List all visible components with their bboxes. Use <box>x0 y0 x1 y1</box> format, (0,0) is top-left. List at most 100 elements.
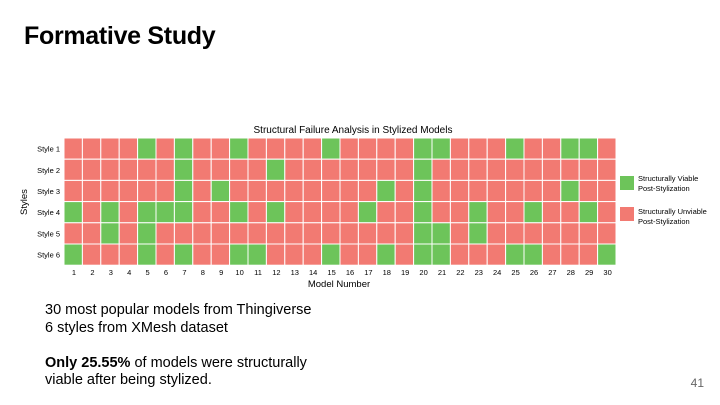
x-tick-14: 14 <box>309 268 317 277</box>
heatmap-cell-style-6-model-9 <box>210 243 231 266</box>
heatmap-cell-style-3-model-8 <box>192 179 212 203</box>
heatmap-cell-style-2-model-17 <box>357 158 378 181</box>
heatmap-cell-style-1-model-4 <box>118 137 139 160</box>
legend-label-unviable-2: Post-Stylization <box>638 217 690 226</box>
heatmap-cell-style-2-model-6 <box>155 158 175 181</box>
heatmap-cell-style-6-model-23 <box>468 243 488 266</box>
heatmap-cell-style-1-model-1 <box>63 137 83 160</box>
heatmap-cell-style-4-model-22 <box>449 201 470 224</box>
slide-body: 30 most popular models from Thingiverse … <box>45 302 312 390</box>
heatmap-cell-style-5-model-30 <box>597 222 617 245</box>
x-tick-21: 21 <box>438 268 446 277</box>
x-tick-4: 4 <box>127 268 131 277</box>
heatmap-cell-style-5-model-7 <box>173 222 194 245</box>
heatmap-cell-style-3-model-6 <box>155 179 175 203</box>
heatmap-cell-style-6-model-5 <box>137 243 157 266</box>
heatmap-cell-style-1-model-16 <box>339 137 359 160</box>
heatmap-cell-style-6-model-13 <box>284 243 304 266</box>
x-tick-5: 5 <box>146 268 150 277</box>
heatmap-cell-style-2-model-26 <box>523 158 543 181</box>
heatmap-cell-style-6-model-2 <box>81 243 102 266</box>
heatmap-cell-style-6-model-30 <box>597 243 617 266</box>
x-tick-8: 8 <box>201 268 205 277</box>
heatmap-chart: Structural Failure Analysis in Stylized … <box>19 125 707 290</box>
heatmap-cell-style-4-model-29 <box>578 201 599 224</box>
x-tick-24: 24 <box>493 268 501 277</box>
heatmap-cell-style-5-model-21 <box>431 222 451 245</box>
heatmap-cell-style-3-model-3 <box>100 179 120 203</box>
heatmap-cell-style-4-model-15 <box>321 201 341 224</box>
heatmap-cell-style-1-model-20 <box>413 137 433 160</box>
legend-label-viable-2: Post-Stylization <box>638 184 690 193</box>
heatmap-cell-style-2-model-10 <box>229 158 249 181</box>
heatmap-cell-style-3-model-26 <box>523 179 543 203</box>
heatmap-cell-style-2-model-20 <box>413 158 433 181</box>
x-tick-16: 16 <box>346 268 354 277</box>
heatmap-cell-style-3-model-16 <box>339 179 359 203</box>
x-axis-label: Model Number <box>308 279 370 290</box>
x-tick-22: 22 <box>456 268 464 277</box>
heatmap-cell-style-5-model-22 <box>449 222 470 245</box>
heatmap-cell-style-3-model-29 <box>578 179 599 203</box>
heatmap-cell-style-2-model-21 <box>431 158 451 181</box>
heatmap-cell-style-5-model-23 <box>468 222 488 245</box>
heatmap-cell-style-4-model-19 <box>394 201 415 224</box>
heatmap-cell-style-6-model-10 <box>229 243 249 266</box>
heatmap-cell-style-3-model-15 <box>321 179 341 203</box>
heatmap-cell-style-4-model-8 <box>192 201 212 224</box>
heatmap-cell-style-5-model-6 <box>155 222 175 245</box>
heatmap-cell-style-2-model-28 <box>560 158 580 181</box>
x-tick-7: 7 <box>182 268 186 277</box>
heatmap-cell-style-1-model-5 <box>137 137 157 160</box>
heatmap-cell-style-5-model-17 <box>357 222 378 245</box>
heatmap-cell-style-3-model-10 <box>229 179 249 203</box>
x-tick-17: 17 <box>364 268 372 277</box>
conclusion-text-1: of models were structurally <box>130 354 307 371</box>
heatmap-cell-style-4-model-23 <box>468 201 488 224</box>
heatmap-cell-style-4-model-6 <box>155 201 175 224</box>
slide-title: Formative Study <box>24 22 216 50</box>
heatmap-cell-style-6-model-15 <box>321 243 341 266</box>
heatmap-cell-style-2-model-11 <box>247 158 267 181</box>
heatmap-cell-style-5-model-29 <box>578 222 599 245</box>
x-tick-10: 10 <box>235 268 243 277</box>
x-tick-29: 29 <box>585 268 593 277</box>
heatmap-cell-style-4-model-10 <box>229 201 249 224</box>
heatmap-cell-style-2-model-15 <box>321 158 341 181</box>
heatmap-cell-style-2-model-29 <box>578 158 599 181</box>
heatmap-cell-style-3-model-11 <box>247 179 267 203</box>
heatmap-cell-style-5-model-26 <box>523 222 543 245</box>
heatmap-cell-style-1-model-28 <box>560 137 580 160</box>
heatmap-cell-style-5-model-4 <box>118 222 139 245</box>
y-tick-style-4: Style 4 <box>37 208 60 217</box>
x-tick-23: 23 <box>475 268 483 277</box>
page-number: 41 <box>690 376 704 390</box>
heatmap-cell-style-6-model-21 <box>431 243 451 266</box>
x-tick-labels: 1 2 3 4 5 6 7 8 9 10 11 12 13 14 15 16 17 18 19 20 21 22 23 24 2… <box>72 268 612 277</box>
x-tick-19: 19 <box>401 268 409 277</box>
heatmap-cell-style-1-model-13 <box>284 137 304 160</box>
heatmap-cell-style-6-model-14 <box>302 243 323 266</box>
heatmap-cell-style-1-model-24 <box>486 137 507 160</box>
heatmap-cell-style-5-model-13 <box>284 222 304 245</box>
heatmap-cell-style-1-model-9 <box>210 137 231 160</box>
bullet-models: 30 most popular models from Thingiverse <box>45 302 312 318</box>
heatmap-cells <box>63 137 617 266</box>
heatmap-cell-style-2-model-18 <box>376 158 396 181</box>
x-tick-15: 15 <box>327 268 335 277</box>
heatmap-cell-style-2-model-9 <box>210 158 231 181</box>
heatmap-cell-style-5-model-16 <box>339 222 359 245</box>
heatmap-cell-style-4-model-14 <box>302 201 323 224</box>
heatmap-cell-style-5-model-8 <box>192 222 212 245</box>
heatmap-cell-style-4-model-4 <box>118 201 139 224</box>
heatmap-cell-style-5-model-9 <box>210 222 231 245</box>
heatmap-cell-style-6-model-8 <box>192 243 212 266</box>
heatmap-cell-style-4-model-1 <box>63 201 83 224</box>
heatmap-cell-style-1-model-2 <box>81 137 102 160</box>
heatmap-cell-style-3-model-20 <box>413 179 433 203</box>
x-tick-28: 28 <box>567 268 575 277</box>
x-tick-30: 30 <box>603 268 611 277</box>
heatmap-cell-style-6-model-7 <box>173 243 194 266</box>
x-tick-18: 18 <box>383 268 391 277</box>
heatmap-cell-style-6-model-18 <box>376 243 396 266</box>
